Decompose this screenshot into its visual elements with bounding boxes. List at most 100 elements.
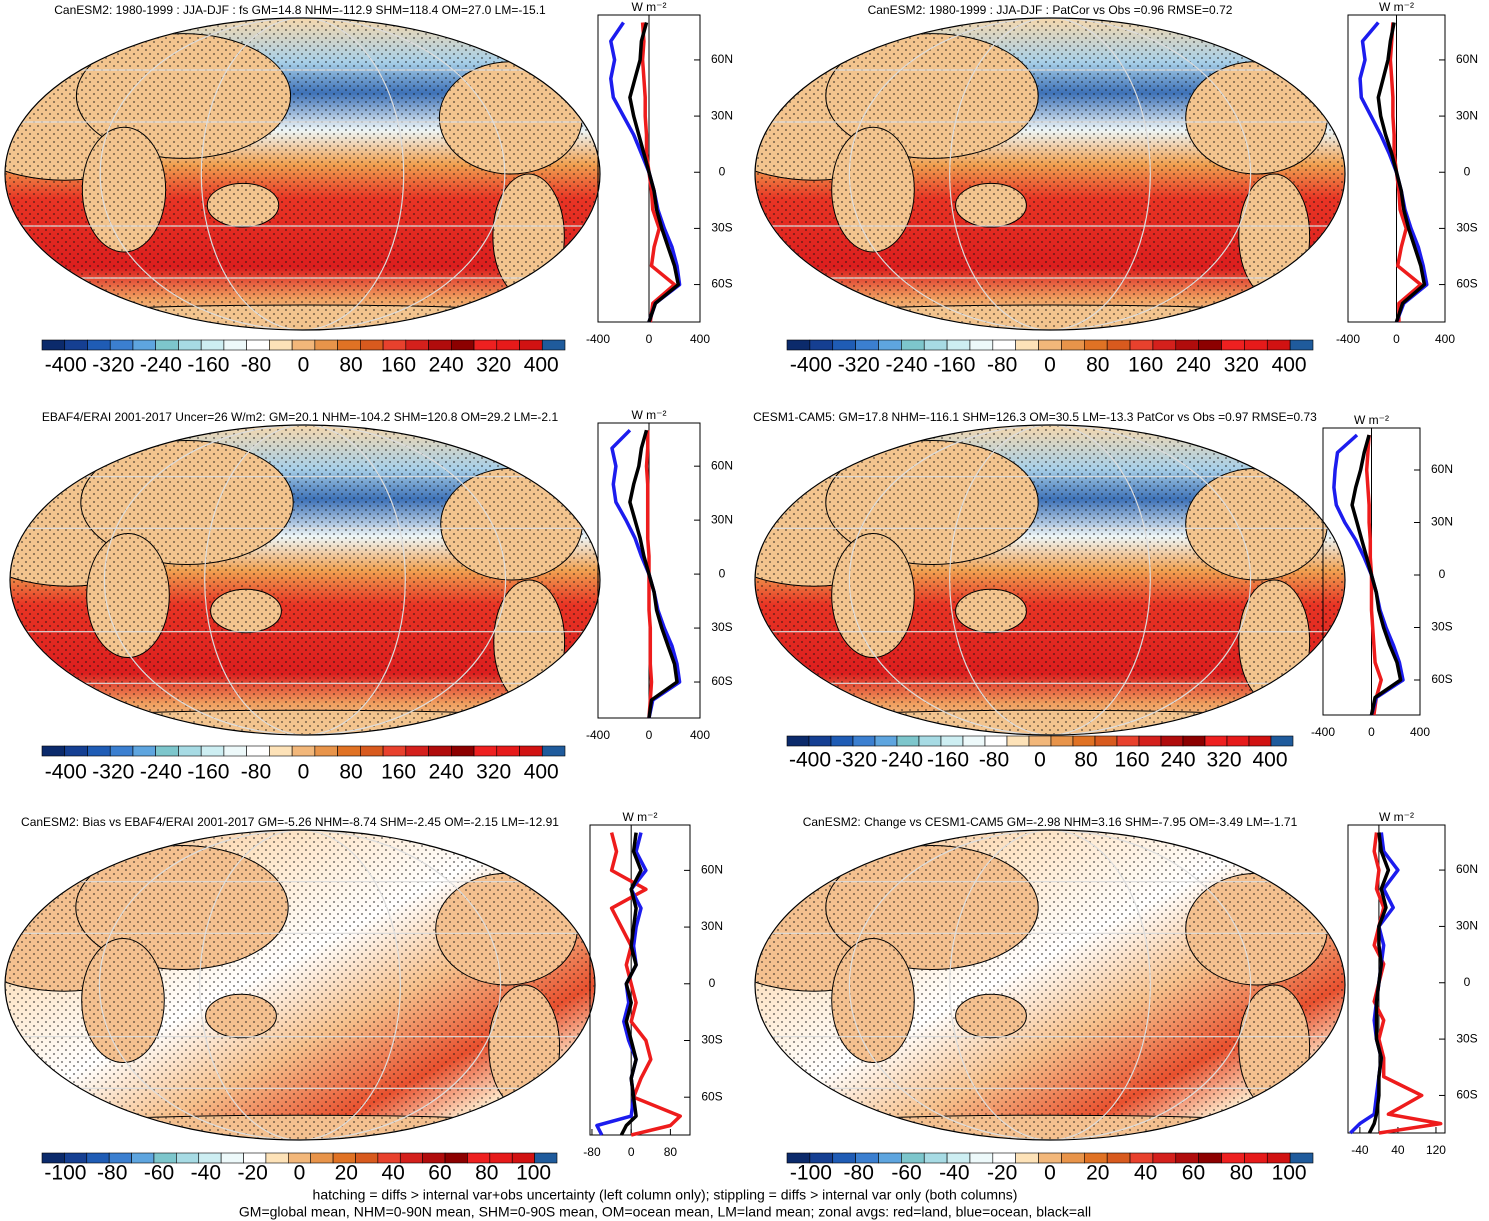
stippling <box>755 830 1345 1140</box>
colorbar-box <box>541 745 566 757</box>
x-tick-label: 80 <box>664 1145 678 1159</box>
colorbar-box <box>808 735 832 747</box>
colorbar-box <box>1084 339 1108 351</box>
graticule <box>199 830 401 1140</box>
colorbar-box <box>155 339 179 351</box>
x-tick-label: -40 <box>1351 1143 1369 1157</box>
colorbar-label: -240 <box>886 354 928 377</box>
y-tick-label: 30N <box>711 512 733 526</box>
colorbar-box <box>832 339 856 351</box>
colorbar-box <box>1015 339 1039 351</box>
footnote: hatching = diffs > internal var+obs unce… <box>313 1187 1018 1203</box>
colorbar-label: -80 <box>241 761 271 784</box>
colorbar-box <box>786 735 810 747</box>
y-tick-label: 30S <box>711 620 732 634</box>
zonal-line <box>609 21 682 323</box>
y-tick-label: 0 <box>1464 975 1471 989</box>
colorbar-box <box>1050 735 1074 747</box>
colorbar-box <box>155 745 179 757</box>
zonal-line <box>609 832 682 1137</box>
colorbar-box <box>1028 735 1052 747</box>
colorbar-box <box>355 1152 379 1164</box>
zonal-line <box>1364 434 1383 716</box>
zonal-line <box>1350 434 1403 716</box>
colorbar-box <box>41 745 66 757</box>
colorbar-box <box>246 745 270 757</box>
colorbar-label: 160 <box>381 354 416 377</box>
map <box>755 18 1345 330</box>
colorbar-box <box>896 735 920 747</box>
colorbar-box <box>1106 339 1131 351</box>
colorbar-box <box>1006 735 1030 747</box>
colorbar-box <box>786 339 811 351</box>
colorbar-label: 400 <box>524 761 559 784</box>
colorbar-box <box>223 339 247 351</box>
colorbar-label: -80 <box>979 749 1009 772</box>
x-tick-label: 0 <box>1393 332 1400 346</box>
colorbar-label: 240 <box>429 761 464 784</box>
map <box>755 425 1345 735</box>
colorbar-box <box>519 745 543 757</box>
colorbar-label: -320 <box>92 761 134 784</box>
x-tick-label: 40 <box>1391 1143 1405 1157</box>
x-tick-label: -400 <box>1311 725 1335 739</box>
colorbar-label: -240 <box>140 354 182 377</box>
x-tick-label: -400 <box>586 332 610 346</box>
colorbar-label: 0 <box>1044 1162 1056 1185</box>
colorbar-box <box>200 339 225 351</box>
colorbar-box <box>428 339 452 351</box>
units-label: W m⁻² <box>1379 810 1414 824</box>
x-tick-label: 0 <box>646 332 653 346</box>
units-label: W m⁻² <box>1354 413 1389 427</box>
graticule <box>848 830 1252 1140</box>
colorbar-box <box>1038 339 1062 351</box>
colorbar-label: 400 <box>524 354 559 377</box>
colorbar-box <box>428 745 452 757</box>
map-border <box>4 17 601 331</box>
colorbar-box <box>1061 1152 1085 1164</box>
colorbar-box <box>946 339 971 351</box>
colorbar-box <box>855 339 879 351</box>
colorbar-box <box>878 339 902 351</box>
colorbar-label: -400 <box>45 354 87 377</box>
colorbar-label: 400 <box>1272 354 1307 377</box>
colorbar-label: 0 <box>1044 354 1056 377</box>
x-tick-label: -400 <box>586 728 610 742</box>
colorbar-label: -60 <box>891 1162 921 1185</box>
colorbar-box <box>223 745 247 757</box>
y-tick-label: 30N <box>1456 108 1478 122</box>
colorbar-box <box>852 735 876 747</box>
zonal-line <box>1358 21 1429 323</box>
y-tick-label: 60N <box>1456 862 1478 876</box>
colorbar-label: -320 <box>838 354 880 377</box>
colorbar-box <box>1182 735 1206 747</box>
colorbar-label: -400 <box>790 354 832 377</box>
colorbar-label: -100 <box>44 1162 86 1185</box>
panel-title: CanESM2: Change vs CESM1-CAM5 GM=-2.98 N… <box>803 815 1298 829</box>
map <box>5 18 600 330</box>
colorbar-box <box>132 745 156 757</box>
colorbar-box <box>291 339 316 351</box>
y-tick-label: 60S <box>1456 277 1477 291</box>
x-tick-label: -80 <box>583 1145 601 1159</box>
colorbar-box <box>534 1152 558 1164</box>
colorbar-box <box>178 339 202 351</box>
colorbar-box <box>901 339 925 351</box>
colorbar-box <box>64 745 88 757</box>
x-tick-label: 0 <box>646 728 653 742</box>
y-tick-label: 30S <box>1431 620 1452 634</box>
x-tick-label: 0 <box>1368 725 1375 739</box>
colorbar-label: 80 <box>339 354 362 377</box>
colorbar-label: 240 <box>1160 749 1195 772</box>
y-tick-label: 30S <box>1456 221 1477 235</box>
colorbar-label: -400 <box>789 749 831 772</box>
colorbar-label: 80 <box>1074 749 1097 772</box>
colorbar-box <box>1226 735 1250 747</box>
colorbar-box <box>1175 339 1199 351</box>
zonal-line <box>619 832 643 1136</box>
y-tick-label: 60S <box>711 277 732 291</box>
colorbar-label: -40 <box>191 1162 221 1185</box>
graticule <box>848 425 1252 735</box>
colorbar-label: -80 <box>97 1162 127 1185</box>
